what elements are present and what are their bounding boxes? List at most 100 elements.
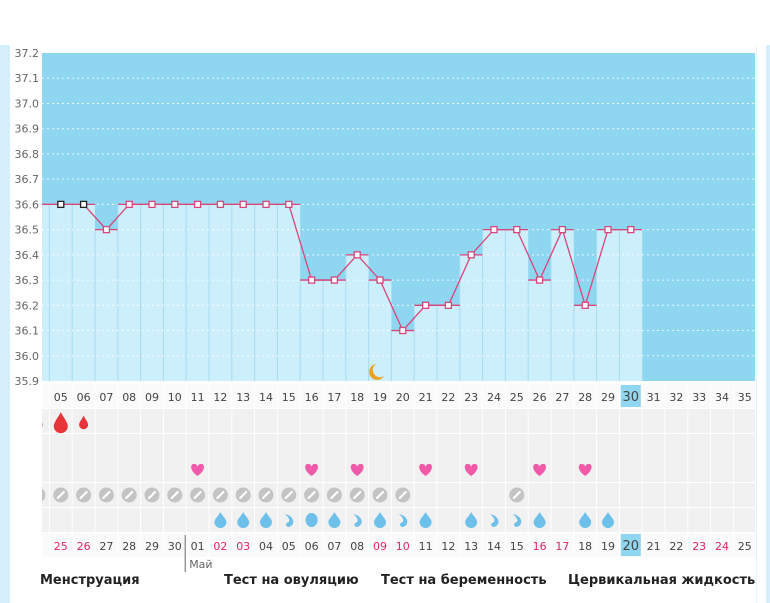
menstruation-drop-icon [79,415,89,430]
grid-cell [369,384,391,408]
grid-cell [688,458,711,482]
grid-cell [437,458,460,482]
heart-icon [578,463,592,476]
temperature-bar [72,204,95,381]
calendar-date-label: 21 [647,540,661,553]
cycle-day-label: 4 [35,391,42,404]
grid-cell [619,458,642,482]
grid-cell [95,458,118,482]
grid-cell [209,533,232,557]
temperature-point [421,301,430,309]
cycle-day-label: 05 [54,391,68,404]
grid-cell [141,384,163,408]
grid-cell [574,533,597,557]
temperature-point [467,251,475,259]
temperature-point [535,276,544,284]
pill-line [353,490,362,500]
heart-icon [533,463,546,476]
calendar-date-label: 30 [168,540,182,553]
legend-pregnancy-test-heading: Тест на беременность [381,573,547,588]
temperature-bar [619,229,643,381]
grid-cell [574,483,597,507]
calendar-date-label: 29 [145,540,159,553]
heart-icon [305,463,318,476]
grid-cell [437,409,460,433]
grid-cell [95,508,118,532]
grid-cell [323,458,346,482]
grid-cell [49,533,72,557]
grid-cell [95,409,118,433]
grid-cell [42,508,49,532]
grid-cell [118,458,141,482]
calendar-date-label: 08 [350,540,364,553]
grid-cell [483,508,505,532]
pill-line [375,490,385,500]
grid-cell [391,409,414,433]
grid-cell [42,533,49,557]
grid-cell [642,434,665,458]
calendar-date-label: 10 [396,540,410,553]
grid-cell [688,483,711,507]
grid-cell [163,508,186,532]
grid-cell [460,434,483,458]
temperature-point [376,276,384,284]
grid-cell [688,434,711,458]
page-margin-left [0,45,10,603]
grid-cell [460,384,483,408]
grid-cell [391,533,414,557]
grid-cell [688,508,711,532]
temperature-point [262,200,270,209]
grid-cell [163,384,186,408]
grid-cell [528,384,551,408]
cycle-day-label: 34 [715,391,729,404]
cycle-day-label: 15 [282,391,296,404]
grid-cell [209,384,232,408]
grid-cell [49,384,72,408]
cycle-day-label: 06 [77,391,91,404]
grid-cell [642,384,665,408]
grid-cell [72,533,95,557]
grid-cell [277,384,300,408]
temperature-bar [459,254,483,381]
calendar-date-label: 01 [191,540,205,553]
grid-cell [597,434,619,458]
grid-cell [460,409,483,433]
calendar-date-label: 4 [35,540,42,553]
grid-cell [141,409,163,433]
grid-cell [711,458,733,482]
grid-cell [391,434,414,458]
grid-cell [118,434,141,458]
calendar-date-label: 03 [236,540,250,553]
pill-icon [42,488,46,502]
grid-cell [597,483,619,507]
pill-line [330,490,339,500]
pill-line [284,490,293,500]
grid-cell [118,409,141,433]
grid-cell [118,508,141,532]
grid-cell [414,384,437,408]
cycle-day-label: 19 [373,391,387,404]
grid-cell [665,508,688,532]
grid-cell [391,508,414,532]
grid-cell [483,384,505,408]
y-tick-label: 36.1 [15,325,40,338]
temperature-bar [505,229,529,381]
grid-cell [505,458,528,482]
calendar-date-label: 13 [464,540,478,553]
grid-cell [277,409,300,433]
cycle-day-label: 13 [236,391,250,404]
grid-cell [346,508,369,532]
temperature-bar [117,204,141,381]
pill-line [239,490,248,500]
grid-cell [300,533,323,557]
temperature-point [193,200,202,209]
y-tick-label: 36.6 [15,198,40,211]
grid-cell [505,508,528,532]
calendar-date-label: 05 [282,540,296,553]
calendar-date-label: 27 [99,540,113,553]
grid-cell [711,533,733,557]
temperature-point [216,200,225,209]
grid-cell [163,533,186,557]
y-tick-label: 36.5 [15,224,40,237]
pill-line [307,490,316,500]
